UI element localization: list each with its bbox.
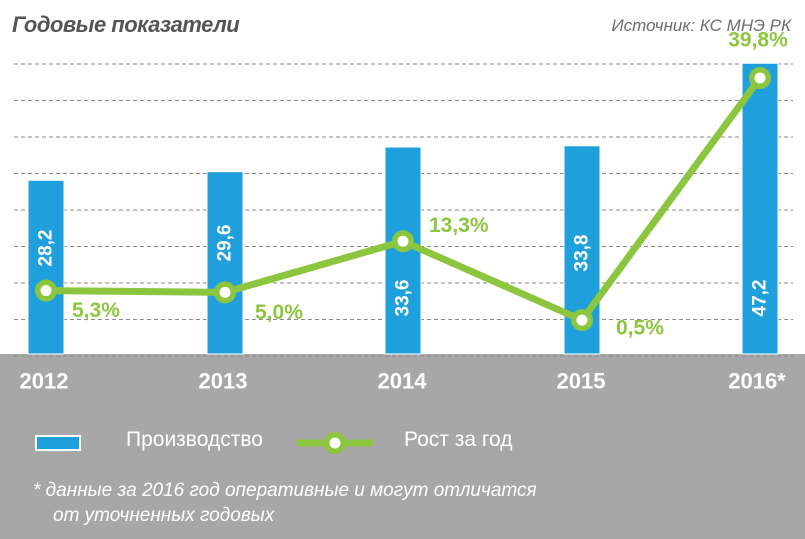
- source-label: Источник: КС МНЭ РК: [611, 16, 791, 35]
- chart-title: Годовые показатели: [12, 12, 240, 37]
- footnote: * данные за 2016 год оперативные и могут…: [33, 478, 537, 528]
- growth-value-label: 5,0%: [255, 301, 303, 324]
- x-tick-label: 2016*: [728, 369, 786, 394]
- bar-value-label: 29,6: [215, 225, 236, 262]
- legend-label-production: Производство: [126, 428, 263, 451]
- growth-value-label: 5,3%: [72, 299, 120, 322]
- growth-value-label: 13,3%: [429, 214, 489, 237]
- footnote-line-2: от уточненных годовых: [53, 505, 275, 526]
- bar-2016*: [741, 62, 779, 355]
- bar-2012: [27, 179, 65, 355]
- bar-value-label: 33,8: [572, 235, 593, 272]
- x-tick-label: 2014: [378, 369, 428, 394]
- footer-panel: [0, 354, 805, 539]
- legend-label-growth: Рост за год: [404, 428, 513, 451]
- x-tick-label: 2012: [20, 369, 69, 394]
- bar-2013: [206, 171, 244, 355]
- legend-swatch-production: [35, 435, 81, 451]
- growth-value-label: 39,8%: [728, 29, 788, 52]
- x-tick-label: 2015: [557, 369, 606, 394]
- growth-marker-inner: [40, 285, 52, 297]
- legend-swatch-growth: [297, 432, 373, 454]
- growth-value-label: 0,5%: [616, 317, 664, 340]
- growth-marker-inner: [397, 235, 409, 247]
- bar-value-label: 33,6: [393, 280, 414, 317]
- bar-value-label: 28,2: [36, 230, 57, 267]
- x-tick-label: 2013: [199, 369, 248, 394]
- growth-marker-inner: [219, 286, 231, 298]
- bar-value-label: 47,2: [750, 280, 771, 317]
- footnote-line-1: * данные за 2016 год оперативные и могут…: [33, 480, 537, 501]
- growth-marker-inner: [576, 314, 588, 326]
- growth-marker-inner: [754, 72, 766, 84]
